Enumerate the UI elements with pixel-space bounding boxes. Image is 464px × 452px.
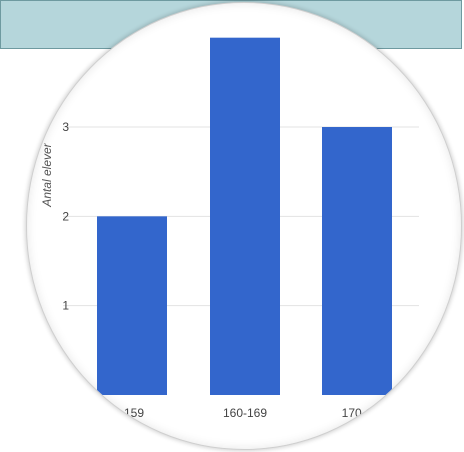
- y-tick-labels: 1 2 3: [62, 120, 69, 313]
- bar-160-169: [210, 37, 280, 396]
- x-tick-label: 170-1: [342, 406, 373, 420]
- y-tick-label: 2: [62, 209, 69, 223]
- bar-150-159: [97, 216, 167, 395]
- bar-chart: 1 2 3 -159 160-169 170-1 Antal elever: [40, 37, 419, 420]
- y-axis-label: Antal elever: [40, 142, 54, 207]
- y-tick-label: 3: [62, 120, 69, 134]
- x-tick-label: 160-169: [223, 406, 267, 420]
- magnifier-lens: 1 2 3 -159 160-169 170-1 Antal elever: [26, 2, 462, 450]
- bar-170-179: [322, 127, 392, 395]
- bars: [97, 37, 392, 396]
- y-tick-label: 1: [62, 299, 69, 313]
- x-tick-label: -159: [120, 406, 144, 420]
- x-tick-labels: -159 160-169 170-1: [120, 406, 373, 420]
